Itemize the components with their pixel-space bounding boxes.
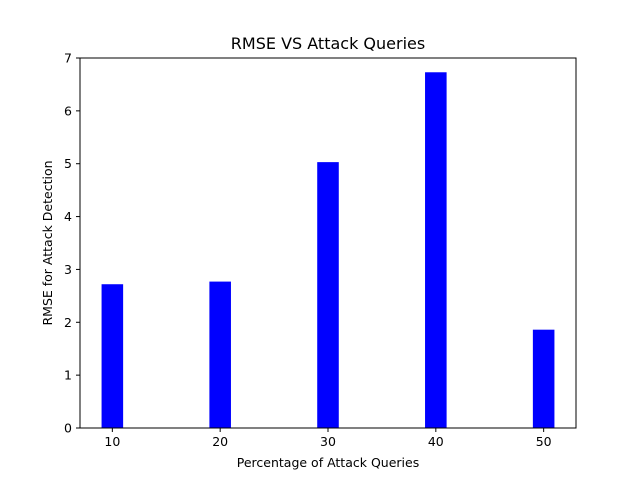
bar-40 — [425, 72, 447, 429]
y-tick-label: 2 — [64, 315, 72, 330]
y-tick-label: 4 — [64, 209, 72, 224]
chart-title: RMSE VS Attack Queries — [231, 34, 425, 53]
y-axis-label: RMSE for Attack Detection — [40, 160, 55, 325]
y-tick-label: 3 — [64, 262, 72, 277]
plot-frame — [79, 57, 577, 429]
y-axis-ticks: 0 1 2 3 4 5 6 7 — [64, 51, 80, 436]
bar-30 — [317, 162, 339, 428]
x-axis-ticks: 10 20 30 40 50 — [104, 428, 552, 449]
y-tick-label: 6 — [64, 103, 72, 118]
x-tick-label: 50 — [536, 434, 552, 449]
y-tick-label: 7 — [64, 51, 72, 66]
x-tick-label: 20 — [212, 434, 228, 449]
y-tick-label: 1 — [64, 368, 72, 383]
bars — [101, 72, 555, 429]
x-tick-label: 30 — [320, 434, 336, 449]
bar-50 — [532, 329, 555, 428]
x-axis-label: Percentage of Attack Queries — [237, 455, 419, 470]
y-tick-label: 0 — [64, 421, 72, 436]
bar-10 — [101, 284, 124, 428]
x-tick-label: 40 — [428, 434, 444, 449]
x-tick-label: 10 — [104, 434, 120, 449]
bar-20 — [209, 281, 231, 428]
y-tick-label: 5 — [64, 156, 72, 171]
